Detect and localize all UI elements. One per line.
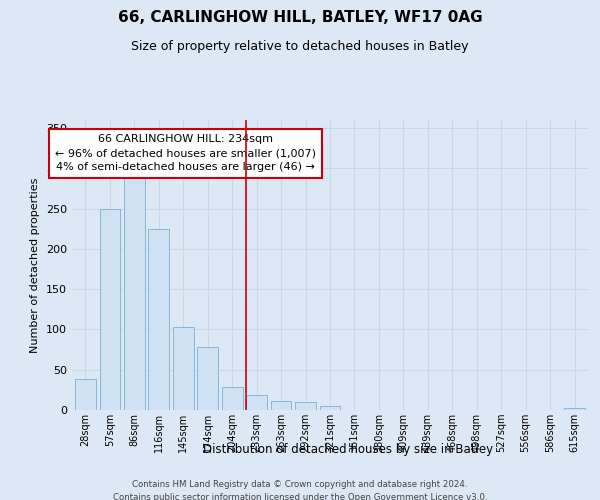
Text: Contains HM Land Registry data © Crown copyright and database right 2024.
Contai: Contains HM Land Registry data © Crown c…: [113, 480, 487, 500]
Text: 66, CARLINGHOW HILL, BATLEY, WF17 0AG: 66, CARLINGHOW HILL, BATLEY, WF17 0AG: [118, 10, 482, 25]
Bar: [100, 208, 120, 410]
Bar: [246, 394, 267, 410]
Text: 66 CARLINGHOW HILL: 234sqm
← 96% of detached houses are smaller (1,007)
4% of se: 66 CARLINGHOW HILL: 234sqm ← 96% of deta…: [55, 134, 316, 172]
Bar: [295, 402, 316, 410]
Text: Size of property relative to detached houses in Batley: Size of property relative to detached ho…: [131, 40, 469, 53]
Bar: [173, 327, 194, 410]
Bar: [320, 406, 340, 410]
Bar: [271, 401, 292, 410]
Bar: [75, 378, 96, 410]
Bar: [148, 229, 169, 410]
Bar: [564, 408, 585, 410]
Text: Distribution of detached houses by size in Batley: Distribution of detached houses by size …: [203, 442, 493, 456]
Bar: [124, 176, 145, 410]
Bar: [197, 347, 218, 410]
Y-axis label: Number of detached properties: Number of detached properties: [31, 178, 40, 352]
Bar: [222, 386, 242, 410]
